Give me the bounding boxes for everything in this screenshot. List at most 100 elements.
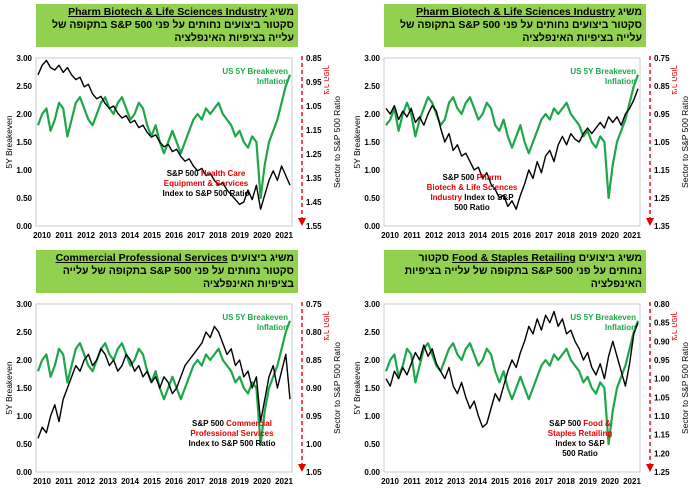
y-right-axis-title: Sector to S&P 500 Ratio [332, 96, 342, 188]
y-left-tick-label: 1.00 [364, 166, 380, 175]
y-right-tick-label: 1.15 [654, 431, 670, 440]
inverted-axis-label: ציר הפוך [322, 311, 331, 341]
arrow-head [298, 218, 306, 226]
y-right-tick-label: 0.90 [654, 337, 670, 346]
title-part: נחותים על פני S&P 500 בתקופה של עלייה בצ… [62, 265, 294, 290]
y-right-tick-label: 0.95 [306, 78, 322, 87]
y-right-tick-label: 0.85 [654, 82, 670, 91]
x-tick-label: 2013 [99, 231, 117, 240]
label-ratio-part: Index to S&P 500 Ratio [189, 439, 276, 448]
title-part: סקטור [418, 252, 453, 264]
label-ratio: S&P 500 Pharm [442, 173, 501, 182]
y-right-tick-label: 0.85 [306, 356, 322, 365]
x-tick-label: 2017 [535, 477, 553, 486]
title-part: סקטור [260, 19, 294, 31]
arrow-head [646, 218, 654, 226]
series-ratio-line [37, 325, 291, 439]
title-part: Pharm Biotech & Life Sciences Industry [68, 6, 268, 18]
label-ratio-part: Health Care [201, 169, 246, 178]
label-ratio-part: Biotech & Life Sciences [427, 183, 518, 192]
label-ratio: S&P 500 Commercial [192, 419, 272, 428]
y-right-tick-label: 1.00 [306, 440, 322, 449]
label-ratio-part: 500 Ratio [562, 449, 598, 458]
y-left-tick-label: 0.00 [364, 468, 380, 477]
label-breakeven: Inflation [605, 77, 636, 86]
label-breakeven: US 5Y Breakeven [570, 67, 636, 76]
y-left-tick-label: 3.00 [364, 300, 380, 309]
y-left-tick-label: 0.50 [16, 440, 32, 449]
x-tick-label: 2018 [209, 231, 227, 240]
x-tick-label: 2012 [77, 231, 95, 240]
title-part: סקטור [260, 265, 294, 277]
y-left-tick-label: 0.00 [16, 468, 32, 477]
x-tick-label: 2017 [187, 477, 205, 486]
x-tick-label: 2015 [143, 231, 161, 240]
chart-svg: 0.00 0.50 1.00 1.50 2.00 2.50 3.00 0.75 0.85 0.95… [352, 54, 690, 240]
y-left-tick-label: 0.00 [16, 222, 32, 231]
label-breakeven: Inflation [257, 77, 288, 86]
x-tick-label: 2020 [253, 477, 271, 486]
x-tick-label: 2019 [579, 477, 597, 486]
x-tick-label: 2019 [579, 231, 597, 240]
y-right-tick-label: 1.15 [306, 126, 322, 135]
x-tick-label: 2016 [165, 231, 183, 240]
y-right-tick-label: 1.25 [306, 150, 322, 159]
y-left-tick-label: 2.50 [364, 328, 380, 337]
label-breakeven: Inflation [257, 323, 288, 332]
plot-frame [383, 303, 641, 473]
title-part: משיג ביצועים [227, 252, 294, 264]
y-right-tick-label: 0.85 [306, 54, 322, 63]
label-ratio-part: Commercial [226, 419, 272, 428]
title-part: משיג [615, 6, 642, 18]
x-tick-label: 2016 [165, 477, 183, 486]
y-left-axis-title: 5Y Breakeven [352, 115, 362, 169]
y-right-tick-label: 1.05 [306, 102, 322, 111]
label-ratio-part: Pharm [477, 173, 502, 182]
x-tick-label: 2016 [513, 477, 531, 486]
series-ratio-line [385, 88, 639, 210]
y-left-axis-title: 5Y Breakeven [352, 361, 362, 415]
x-tick-label: 2018 [557, 231, 575, 240]
label-ratio-part: 500 Ratio [454, 203, 490, 212]
y-right-axis-title: Sector to S&P 500 Ratio [332, 342, 342, 434]
y-left-tick-label: 2.50 [364, 82, 380, 91]
x-tick-label: 2021 [275, 477, 293, 486]
label-ratio: S&P 500 Health Care [167, 169, 246, 178]
label-ratio-part: Food & [583, 419, 611, 428]
x-tick-label: 2017 [187, 231, 205, 240]
label-ratio: Professional Services [190, 429, 274, 438]
y-right-tick-label: 0.95 [654, 110, 670, 119]
chart-title: משיג Pharm Biotech & Life Sciences Indus… [36, 4, 298, 47]
title-part: Commercial Professional Services [55, 252, 228, 264]
x-tick-label: 2013 [447, 477, 465, 486]
y-right-tick-label: 1.10 [654, 412, 670, 421]
x-tick-label: 2011 [403, 231, 421, 240]
chart-panel-pharm: משיג Pharm Biotech & Life Sciences Indus… [348, 0, 696, 246]
label-ratio: Staples Retailing [548, 429, 613, 438]
chart-panel-healthcare: משיג Pharm Biotech & Life Sciences Indus… [0, 0, 348, 246]
label-ratio: S&P 500 Food & [549, 419, 611, 428]
series-ratio-line [37, 59, 291, 210]
x-tick-label: 2016 [513, 231, 531, 240]
plot-frame [383, 57, 641, 227]
x-tick-label: 2011 [55, 231, 73, 240]
y-right-tick-label: 1.05 [306, 468, 322, 477]
label-ratio-part: Index to S&P 500 Ratio [163, 189, 250, 198]
label-ratio: 500 Ratio [454, 203, 490, 212]
x-tick-label: 2014 [121, 477, 139, 486]
y-right-tick-label: 0.75 [654, 54, 670, 63]
x-tick-label: 2010 [381, 231, 399, 240]
y-left-tick-label: 2.00 [16, 110, 32, 119]
x-tick-label: 2011 [55, 477, 73, 486]
title-part: Food & Staples Retailing [452, 252, 576, 264]
x-tick-label: 2020 [253, 231, 271, 240]
x-tick-label: 2021 [623, 477, 641, 486]
label-ratio: Biotech & Life Sciences [427, 183, 518, 192]
chart-title: משיג ביצועים Commercial Professional Ser… [36, 250, 298, 293]
chart-panel-commercial: משיג ביצועים Commercial Professional Ser… [0, 246, 348, 492]
chart-svg: 0.00 0.50 1.00 1.50 2.00 2.50 3.00 0.75 0.80 0.85… [4, 300, 342, 486]
x-tick-label: 2017 [535, 231, 553, 240]
y-left-tick-label: 3.00 [16, 300, 32, 309]
label-ratio-part: Professional Services [190, 429, 274, 438]
x-tick-label: 2013 [99, 477, 117, 486]
